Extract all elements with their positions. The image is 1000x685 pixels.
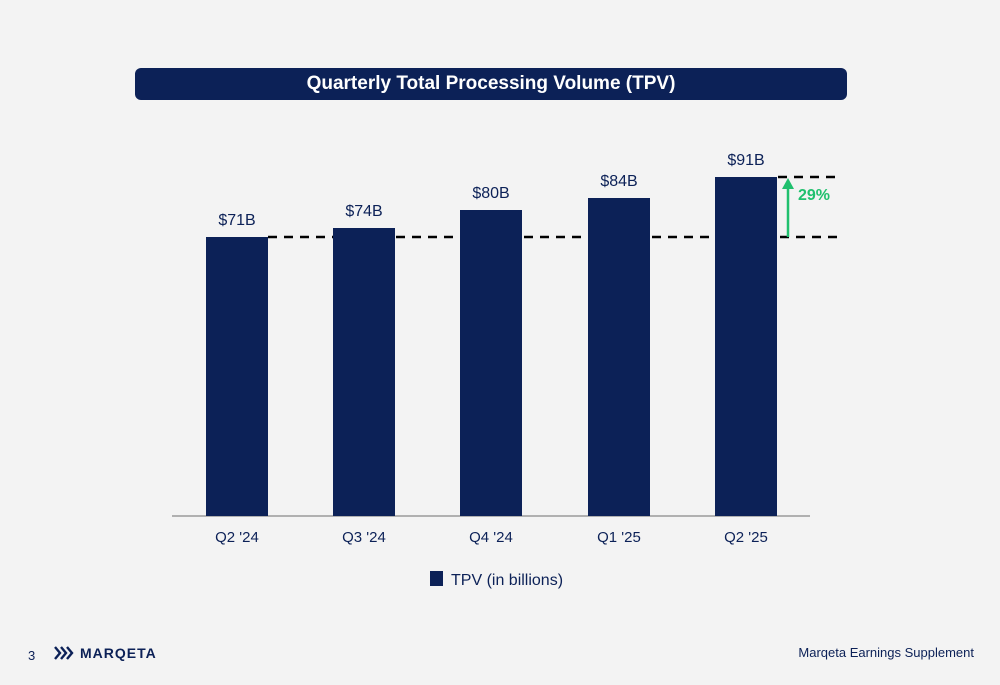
data-label-2: $74B xyxy=(345,203,382,220)
x-tick-label-3: Q4 '24 xyxy=(469,529,513,546)
bar-5 xyxy=(715,177,777,516)
data-label-1: $71B xyxy=(218,212,255,229)
footer-title: Marqeta Earnings Supplement xyxy=(798,645,974,660)
x-tick-label-4: Q1 '25 xyxy=(597,529,641,546)
legend-label: TPV (in billions) xyxy=(451,572,563,589)
data-label-5: $91B xyxy=(727,152,764,169)
growth-arrow-head xyxy=(782,178,794,189)
growth-annotation-label: 29% xyxy=(798,187,830,204)
x-tick-label-1: Q2 '24 xyxy=(215,529,259,546)
bar-4 xyxy=(588,198,650,516)
legend-swatch xyxy=(430,571,443,586)
page-number: 3 xyxy=(28,648,36,663)
brand-logo: MARQETA xyxy=(54,645,157,661)
chart-title-bar: Quarterly Total Processing Volume (TPV) xyxy=(135,68,847,100)
bar-1 xyxy=(206,237,268,516)
bar-2 xyxy=(333,228,395,516)
bar-3 xyxy=(460,210,522,516)
marqeta-chevrons-icon xyxy=(54,646,74,660)
x-tick-label-2: Q3 '24 xyxy=(342,529,386,546)
brand-name: MARQETA xyxy=(80,645,157,661)
x-tick-label-5: Q2 '25 xyxy=(724,529,768,546)
data-label-3: $80B xyxy=(472,185,509,202)
chart-title: Quarterly Total Processing Volume (TPV) xyxy=(306,73,676,94)
data-label-4: $84B xyxy=(600,173,637,190)
